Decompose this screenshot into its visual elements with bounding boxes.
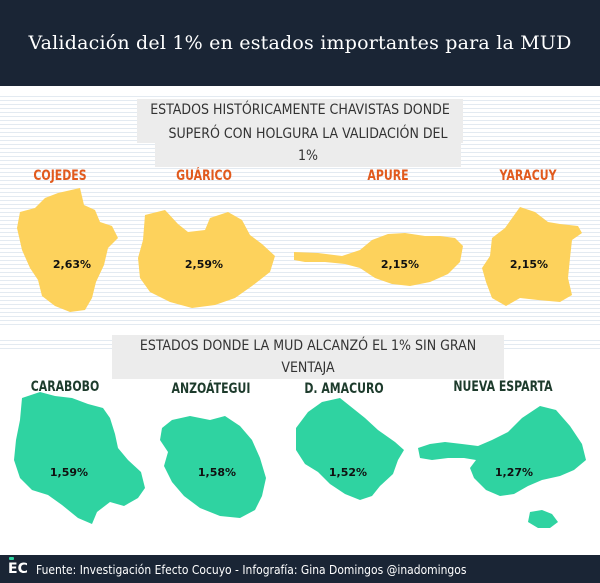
value-guarico: 2,59% xyxy=(185,258,223,271)
state-name-guarico: GUÁRICO xyxy=(176,168,232,184)
state-name-yaracuy: YARACUY xyxy=(499,168,557,184)
state-name-nueva-esparta: NUEVA ESPARTA xyxy=(453,379,553,395)
anzoategui-shape xyxy=(160,416,266,518)
value-nueva-esparta: 1,27% xyxy=(495,466,533,479)
yaracuy-shape xyxy=(482,207,582,306)
nueva-esparta-main-shape xyxy=(418,406,586,496)
cojedes-shape xyxy=(17,188,118,312)
header: Validación del 1% en estados importantes… xyxy=(0,0,600,86)
efecto-cocuyo-logo: EC xyxy=(8,557,28,577)
value-yaracuy: 2,15% xyxy=(510,258,548,271)
state-name-delta-amacuro: D. AMACURO xyxy=(304,381,384,397)
state-name-apure: APURE xyxy=(367,168,409,184)
page-title: Validación del 1% en estados importantes… xyxy=(28,32,572,54)
footer: EC Fuente: Investigación Efecto Cocuyo -… xyxy=(0,555,600,583)
apure-shape xyxy=(294,233,463,286)
state-name-anzoategui: ANZOÁTEGUI xyxy=(171,381,251,397)
value-anzoategui: 1,58% xyxy=(198,466,236,479)
delta-amacuro-shape xyxy=(296,398,404,500)
section1-label-line2: SUPERÓ CON HOLGURA LA VALIDACIÓN DEL 1% xyxy=(155,123,461,167)
value-apure: 2,15% xyxy=(381,258,419,271)
state-name-carabobo: CARABOBO xyxy=(30,379,100,395)
footer-credits: Fuente: Investigación Efecto Cocuyo - In… xyxy=(35,561,467,577)
guarico-shape xyxy=(138,210,275,308)
value-cojedes: 2,63% xyxy=(53,258,91,271)
section2-label: ESTADOS DONDE LA MUD ALCANZÓ EL 1% SIN G… xyxy=(112,335,504,379)
value-carabobo: 1,59% xyxy=(50,466,88,479)
carabobo-shape xyxy=(14,392,145,524)
state-name-cojedes: COJEDES xyxy=(33,168,87,184)
value-delta-amacuro: 1,52% xyxy=(329,466,367,479)
nueva-esparta-island-shape xyxy=(528,510,558,528)
